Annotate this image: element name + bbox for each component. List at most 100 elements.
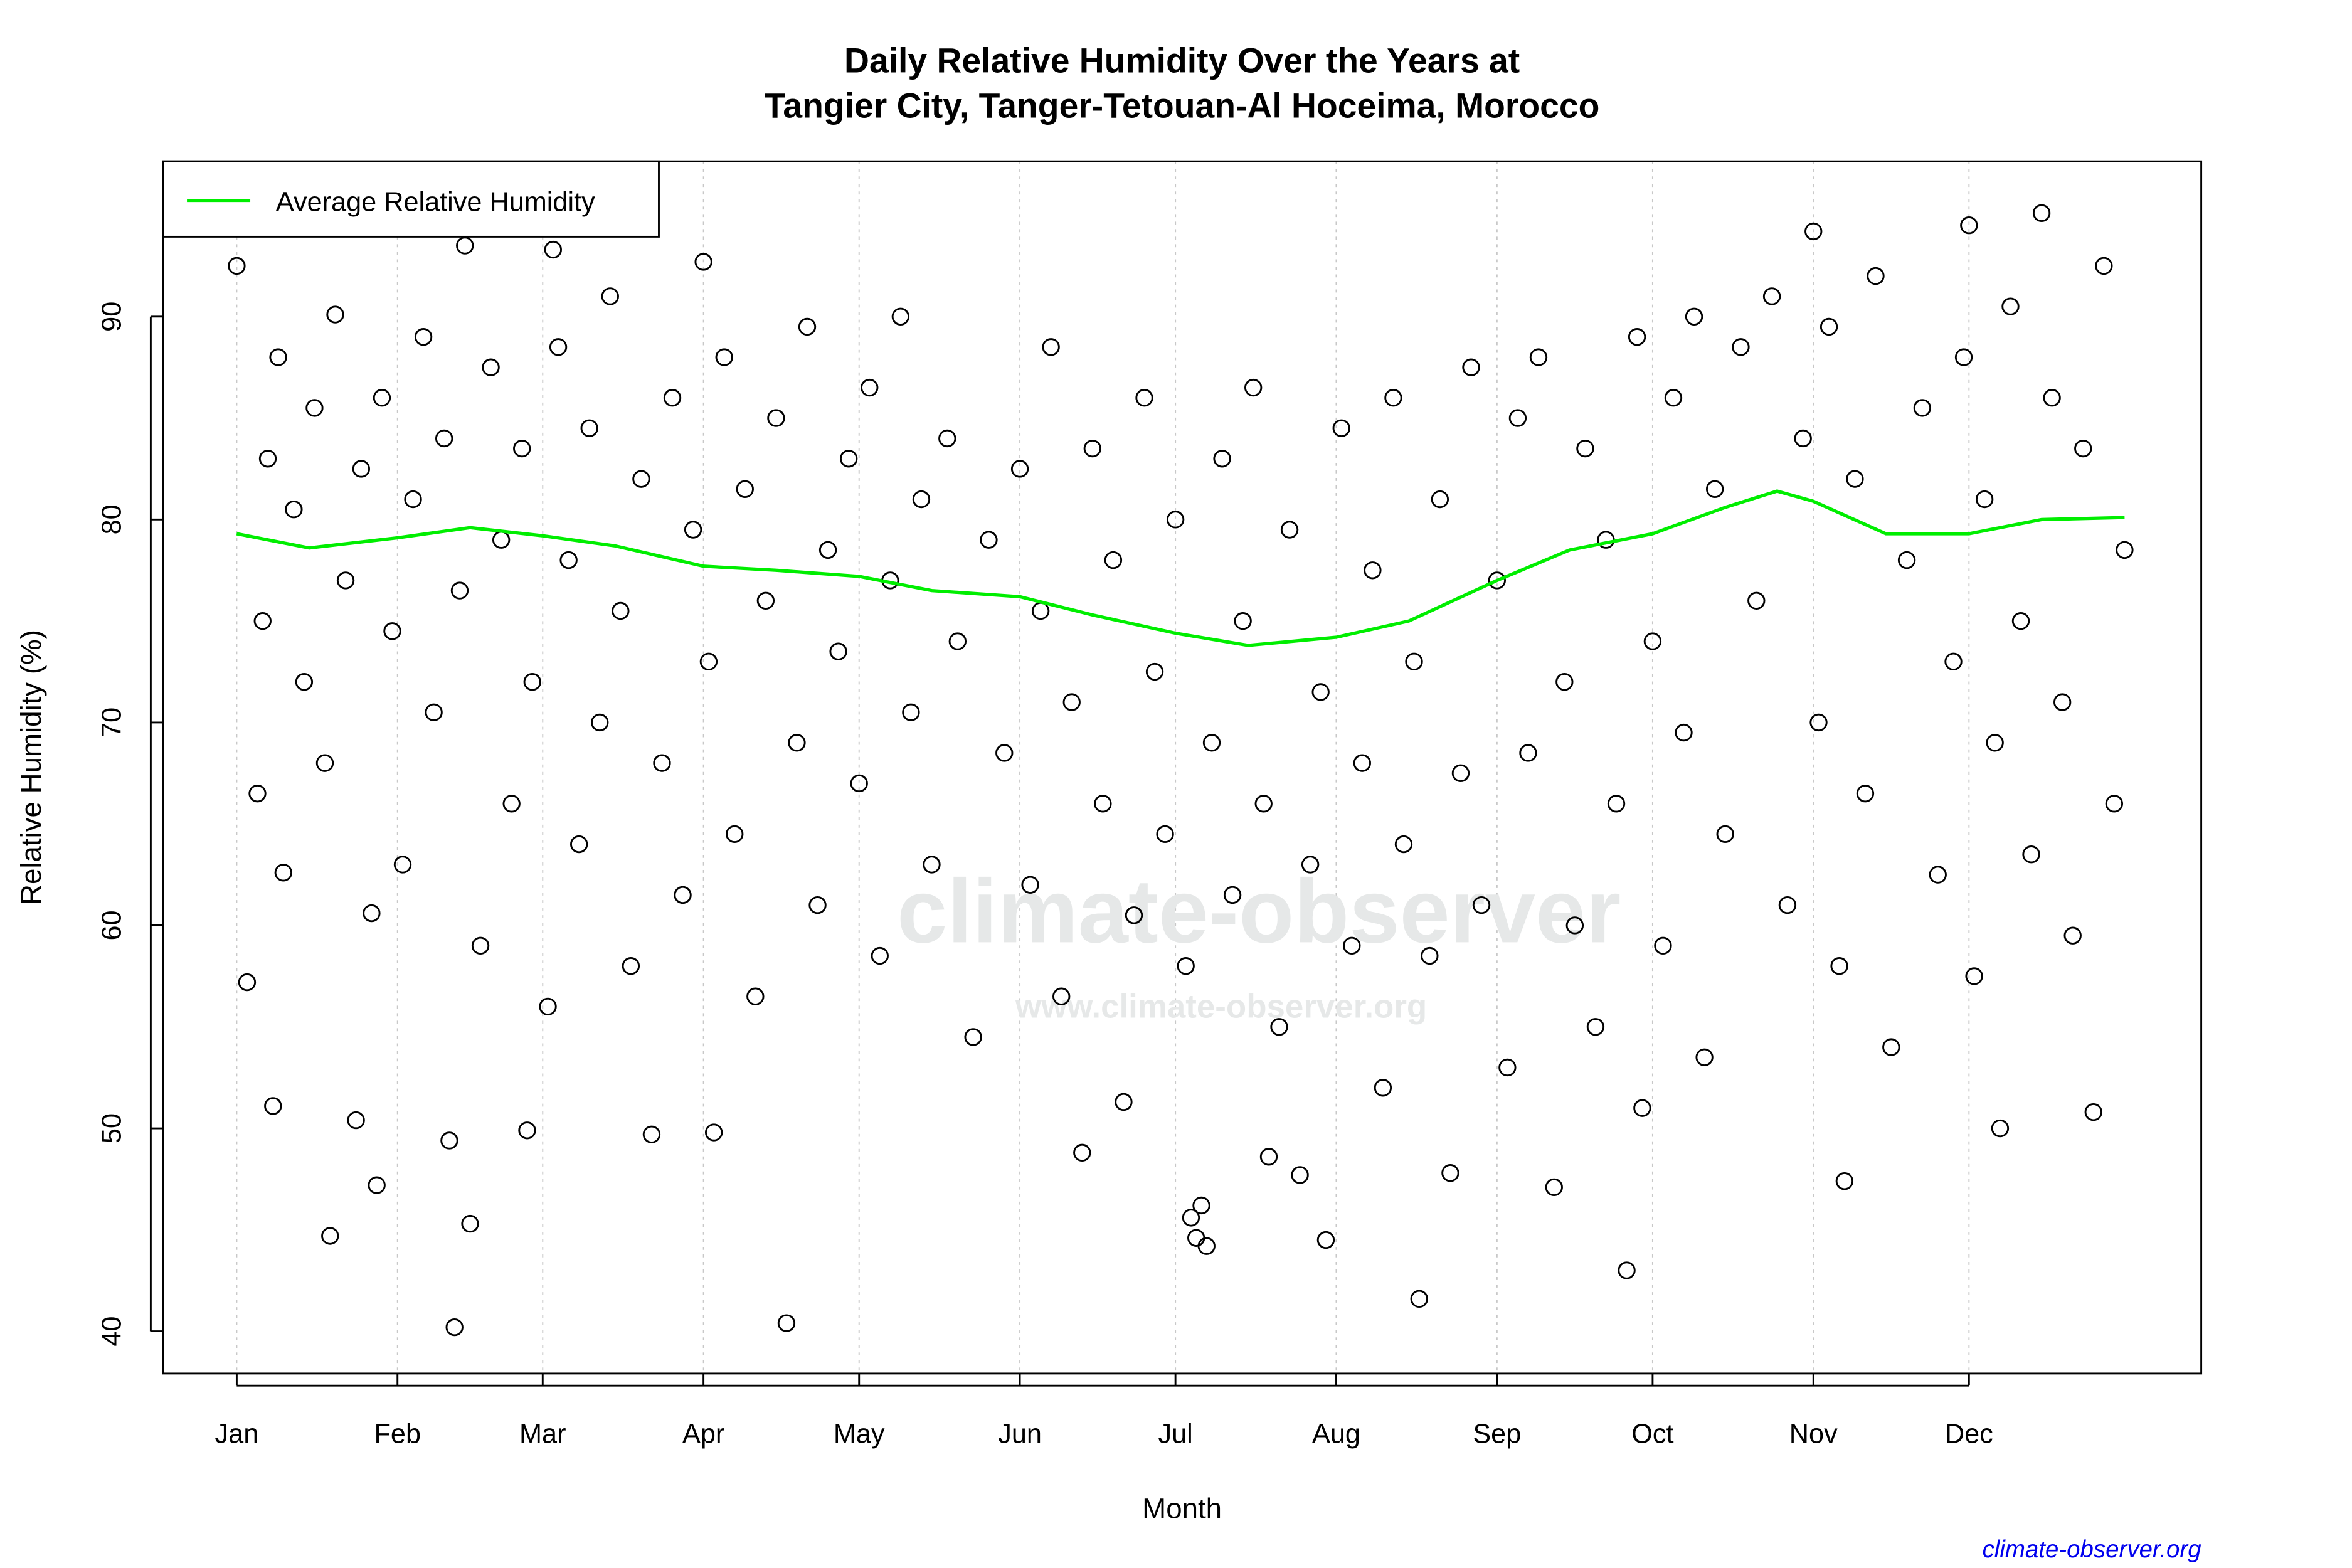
data-point	[1125, 906, 1143, 924]
x-tick-label: Aug	[1312, 1419, 1360, 1449]
y-tick-label: 40	[97, 1316, 127, 1347]
legend-label: Average Relative Humidity	[276, 188, 595, 218]
y-tick-label: 90	[97, 302, 127, 332]
data-point	[2095, 257, 2113, 275]
data-point	[274, 864, 293, 882]
data-point	[756, 591, 775, 610]
data-point	[1301, 856, 1320, 874]
legend: Average Relative Humidity	[162, 160, 660, 238]
data-point	[798, 317, 817, 336]
data-point	[1187, 1229, 1205, 1247]
data-point	[2084, 1103, 2102, 1121]
data-point	[373, 389, 391, 407]
x-tick-label: Mar	[519, 1419, 566, 1449]
watermark-url: www.climate-observer.org	[1015, 988, 1427, 1025]
data-point	[1364, 561, 1382, 580]
data-point	[1576, 439, 1594, 458]
data-point	[1223, 886, 1242, 904]
data-point	[1177, 957, 1195, 975]
data-point	[736, 480, 754, 499]
data-point	[684, 521, 702, 539]
data-point	[1311, 683, 1330, 701]
data-point	[612, 601, 630, 620]
credit-link[interactable]: climate-observer.org	[1983, 1536, 2202, 1563]
average-line	[236, 489, 2125, 647]
data-point	[1010, 460, 1029, 478]
data-point	[839, 450, 858, 468]
y-tick-label: 70	[97, 707, 127, 738]
data-point	[471, 936, 490, 955]
data-point	[850, 774, 868, 793]
data-point	[1052, 987, 1071, 1005]
data-point	[1846, 470, 1864, 488]
data-point	[2053, 693, 2072, 711]
data-point	[315, 754, 334, 772]
data-point	[1820, 317, 1838, 336]
data-point	[1804, 222, 1823, 241]
data-point	[450, 581, 469, 600]
data-point	[1628, 327, 1646, 346]
data-point	[1166, 511, 1185, 529]
data-point	[248, 784, 267, 803]
data-point	[1441, 1164, 1459, 1182]
data-point	[818, 541, 837, 559]
data-point	[445, 1318, 464, 1337]
data-point	[1145, 662, 1164, 681]
data-point	[938, 429, 956, 448]
data-point	[295, 673, 314, 691]
data-point	[352, 460, 371, 478]
data-point	[549, 338, 568, 356]
x-tick-label: Oct	[1631, 1419, 1673, 1449]
data-point	[2116, 541, 2134, 559]
x-tick-label: Feb	[374, 1419, 421, 1449]
data-point	[2063, 926, 2082, 945]
data-point	[1259, 1148, 1278, 1166]
data-point	[1083, 439, 1102, 458]
data-point	[694, 253, 712, 271]
data-point	[1545, 1178, 1563, 1197]
data-point	[601, 287, 619, 305]
data-point	[1508, 409, 1527, 427]
data-point	[1762, 287, 1781, 305]
data-point	[1747, 591, 1766, 610]
data-point	[1021, 876, 1039, 894]
data-point	[321, 1227, 339, 1245]
data-point	[948, 632, 967, 650]
data-point	[902, 703, 920, 721]
data-point	[228, 257, 246, 275]
data-point	[1913, 399, 1932, 417]
data-point	[502, 795, 521, 813]
data-point	[964, 1028, 982, 1046]
data-point	[1291, 1166, 1309, 1184]
data-point	[368, 1176, 386, 1194]
data-point	[871, 946, 889, 965]
data-point	[363, 904, 381, 923]
data-point	[1431, 490, 1449, 509]
data-point	[1374, 1079, 1392, 1097]
data-point	[1462, 358, 1480, 376]
data-point	[518, 1121, 536, 1140]
data-point	[995, 744, 1014, 762]
data-point	[653, 754, 671, 772]
data-point	[285, 501, 303, 519]
data-point	[923, 856, 941, 874]
data-point	[336, 571, 355, 590]
data-point	[425, 703, 443, 721]
x-tick-label: Jan	[215, 1419, 259, 1449]
data-point	[559, 551, 578, 569]
data-point	[674, 886, 692, 904]
x-tick-label: Nov	[1789, 1419, 1838, 1449]
y-tick-label: 50	[97, 1113, 127, 1143]
data-point	[591, 713, 609, 732]
data-point	[1986, 734, 2004, 752]
data-point	[1944, 652, 1963, 671]
data-point	[1192, 1196, 1210, 1215]
data-point	[258, 450, 277, 468]
data-point	[1104, 551, 1123, 569]
x-tick-label: Sep	[1473, 1419, 1521, 1449]
data-point	[1472, 896, 1491, 914]
data-point	[663, 389, 682, 407]
data-point	[808, 896, 827, 914]
data-point	[1343, 936, 1361, 955]
